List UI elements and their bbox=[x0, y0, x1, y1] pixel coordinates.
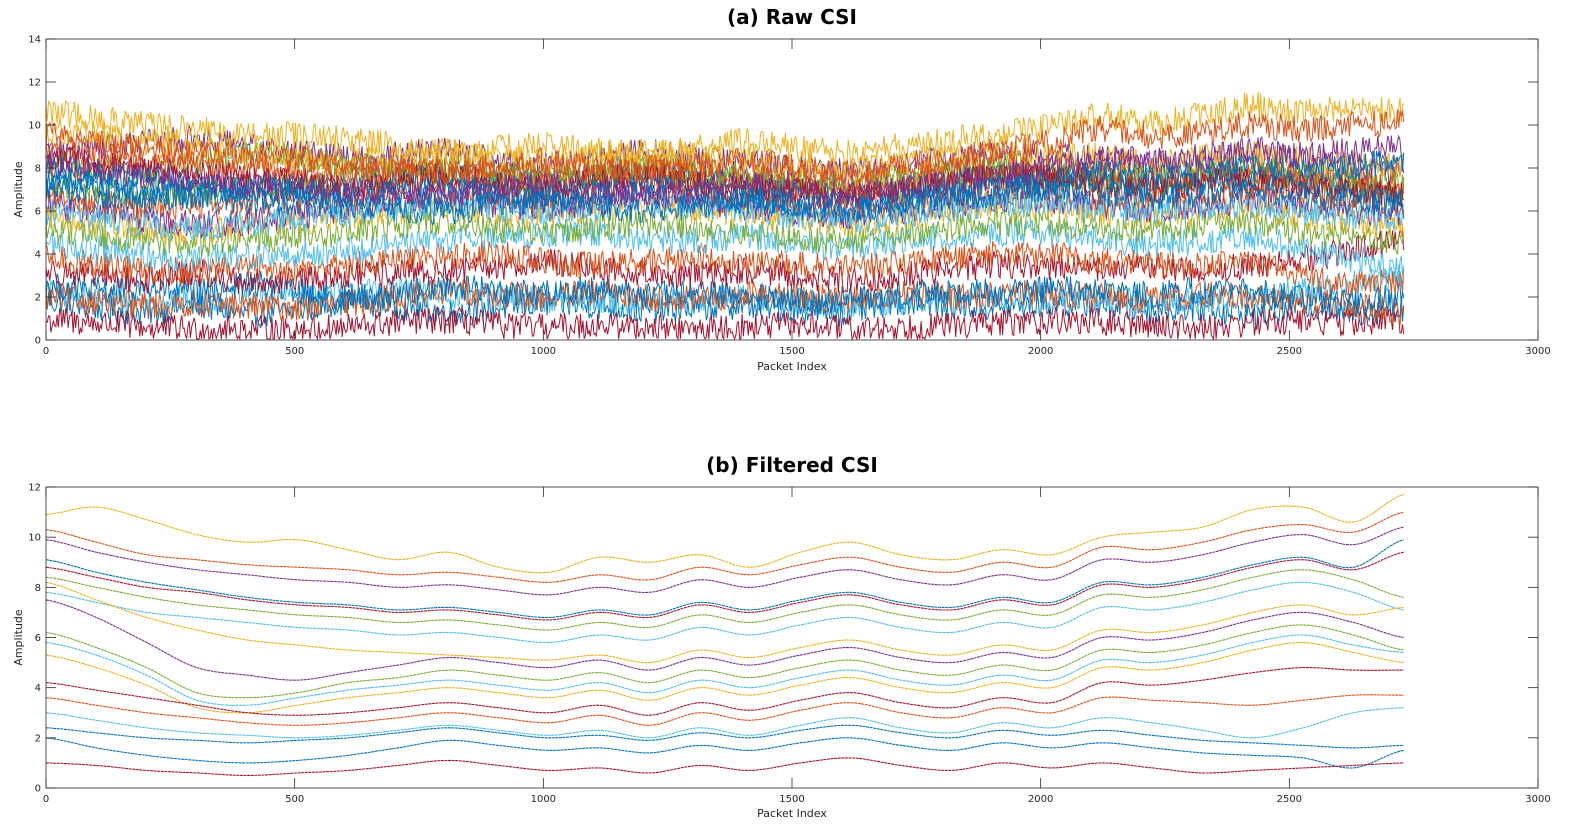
series-line bbox=[45, 306, 1405, 341]
y-tick-label: 10 bbox=[28, 121, 41, 132]
series-line bbox=[45, 150, 1405, 226]
x-tick-label: 1500 bbox=[779, 346, 804, 357]
series-line bbox=[45, 539, 1404, 619]
x-axis-label: Packet Index bbox=[757, 807, 827, 820]
series-line bbox=[45, 109, 1405, 186]
y-tick-label: 0 bbox=[35, 784, 41, 795]
series-line bbox=[45, 624, 1404, 699]
y-tick-label: 4 bbox=[35, 250, 41, 261]
chart-title: (a) Raw CSI bbox=[727, 5, 857, 29]
series-line bbox=[45, 526, 1404, 596]
x-tick-label: 0 bbox=[43, 794, 49, 805]
series-line bbox=[45, 634, 1404, 706]
y-tick-label: 0 bbox=[35, 336, 41, 347]
series-line bbox=[45, 694, 1404, 726]
y-tick-label: 12 bbox=[28, 483, 41, 494]
x-tick-label: 0 bbox=[43, 346, 49, 357]
series-line bbox=[45, 240, 1405, 296]
series-line bbox=[45, 641, 1404, 714]
series-line bbox=[45, 218, 1405, 283]
series-line bbox=[45, 581, 1404, 664]
series-line bbox=[45, 581, 1404, 644]
series-line bbox=[45, 599, 1404, 681]
series-line bbox=[45, 511, 1404, 583]
series-line bbox=[45, 667, 1404, 716]
y-tick-label: 2 bbox=[35, 293, 41, 304]
x-tick-label: 500 bbox=[285, 346, 304, 357]
axes-box bbox=[45, 486, 1539, 789]
series-line bbox=[45, 135, 1405, 200]
x-tick-label: 1500 bbox=[779, 794, 804, 805]
x-tick-label: 1000 bbox=[531, 794, 556, 805]
series-line bbox=[45, 91, 1405, 169]
panel-filtered-csi: (b) Filtered CSI Packet Index Amplitude … bbox=[12, 453, 1551, 820]
x-tick-label: 2500 bbox=[1277, 794, 1302, 805]
x-tick-label: 500 bbox=[285, 794, 304, 805]
y-tick-label: 8 bbox=[35, 164, 41, 175]
x-tick-label: 2500 bbox=[1277, 346, 1302, 357]
y-tick-label: 2 bbox=[35, 733, 41, 744]
x-tick-label: 2000 bbox=[1028, 794, 1053, 805]
x-tick-label: 3000 bbox=[1525, 794, 1550, 805]
x-tick-label: 3000 bbox=[1525, 346, 1550, 357]
series-line bbox=[45, 737, 1404, 769]
series-line bbox=[45, 270, 1405, 316]
series-line bbox=[45, 724, 1404, 749]
y-axis-label: Amplitude bbox=[12, 609, 25, 666]
series-line bbox=[45, 707, 1404, 739]
y-tick-label: 4 bbox=[35, 683, 41, 694]
y-tick-label: 8 bbox=[35, 583, 41, 594]
series-line bbox=[45, 493, 1404, 574]
y-tick-label: 12 bbox=[28, 78, 41, 89]
series-line bbox=[45, 134, 1405, 211]
series-group bbox=[45, 493, 1404, 777]
series-line bbox=[45, 155, 1405, 222]
x-tick-label: 2000 bbox=[1028, 346, 1053, 357]
x-axis-label: Packet Index bbox=[757, 360, 827, 373]
series-line bbox=[45, 757, 1404, 777]
series-line bbox=[45, 206, 1405, 257]
series-group bbox=[45, 91, 1405, 341]
series-line bbox=[45, 551, 1404, 621]
x-tick-label: 1000 bbox=[531, 346, 556, 357]
y-tick-label: 10 bbox=[28, 533, 41, 544]
y-tick-label: 6 bbox=[35, 207, 41, 218]
chart-title: (b) Filtered CSI bbox=[706, 453, 878, 477]
y-tick-label: 6 bbox=[35, 633, 41, 644]
panel-raw-csi: (a) Raw CSI Packet Index Amplitude 0 500 1… bbox=[12, 5, 1551, 373]
series-line bbox=[45, 569, 1404, 631]
y-axis-label: Amplitude bbox=[12, 161, 25, 218]
y-tick-label: 14 bbox=[28, 35, 41, 46]
